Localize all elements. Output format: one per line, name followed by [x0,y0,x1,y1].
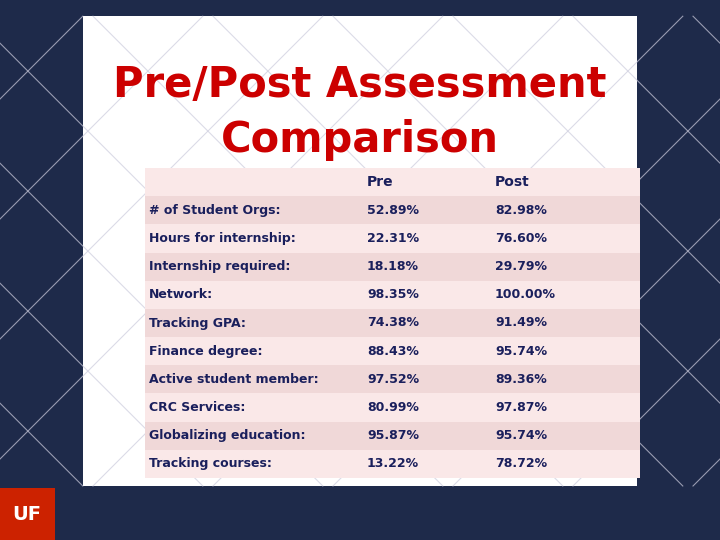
Text: 88.43%: 88.43% [367,345,419,357]
Text: Globalizing education:: Globalizing education: [149,429,305,442]
Bar [145,253,640,281]
Text: UF: UF [12,504,42,523]
Text: CRC Services:: CRC Services: [149,401,246,414]
Text: 18.18%: 18.18% [367,260,419,273]
Text: Network:: Network: [149,288,213,301]
Text: 29.79%: 29.79% [495,260,547,273]
Text: 91.49%: 91.49% [495,316,547,329]
Text: Comparison: Comparison [221,119,499,161]
Text: 95.74%: 95.74% [495,429,547,442]
Text: 74.38%: 74.38% [367,316,419,329]
Text: 76.60%: 76.60% [495,232,547,245]
Text: 80.99%: 80.99% [367,401,419,414]
Text: Post: Post [495,175,530,189]
Text: 95.87%: 95.87% [367,429,419,442]
Text: 89.36%: 89.36% [495,373,546,386]
Text: Hours for internship:: Hours for internship: [149,232,296,245]
Bar [145,281,640,309]
Text: 13.22%: 13.22% [367,457,419,470]
Bar [145,224,640,253]
Bar [145,337,640,365]
Text: 95.74%: 95.74% [495,345,547,357]
Text: Active student member:: Active student member: [149,373,319,386]
Bar [145,365,640,394]
Text: Tracking courses:: Tracking courses: [149,457,272,470]
Text: # of Student Orgs:: # of Student Orgs: [149,204,281,217]
Bar [145,450,640,478]
Text: 100.00%: 100.00% [495,288,556,301]
Bar [145,168,640,196]
Text: Pre: Pre [367,175,394,189]
Bar [145,422,640,450]
Text: 97.87%: 97.87% [495,401,547,414]
Text: 97.52%: 97.52% [367,373,419,386]
Text: 52.89%: 52.89% [367,204,419,217]
Text: 98.35%: 98.35% [367,288,419,301]
Bar [145,196,640,224]
Bar [83,16,637,486]
Text: Tracking GPA:: Tracking GPA: [149,316,246,329]
Text: Finance degree:: Finance degree: [149,345,263,357]
Bar [0,488,55,540]
Text: 22.31%: 22.31% [367,232,419,245]
Text: 78.72%: 78.72% [495,457,547,470]
Text: 82.98%: 82.98% [495,204,547,217]
Bar [145,309,640,337]
Text: Internship required:: Internship required: [149,260,290,273]
Text: Pre/Post Assessment: Pre/Post Assessment [113,64,607,106]
Bar [145,394,640,422]
